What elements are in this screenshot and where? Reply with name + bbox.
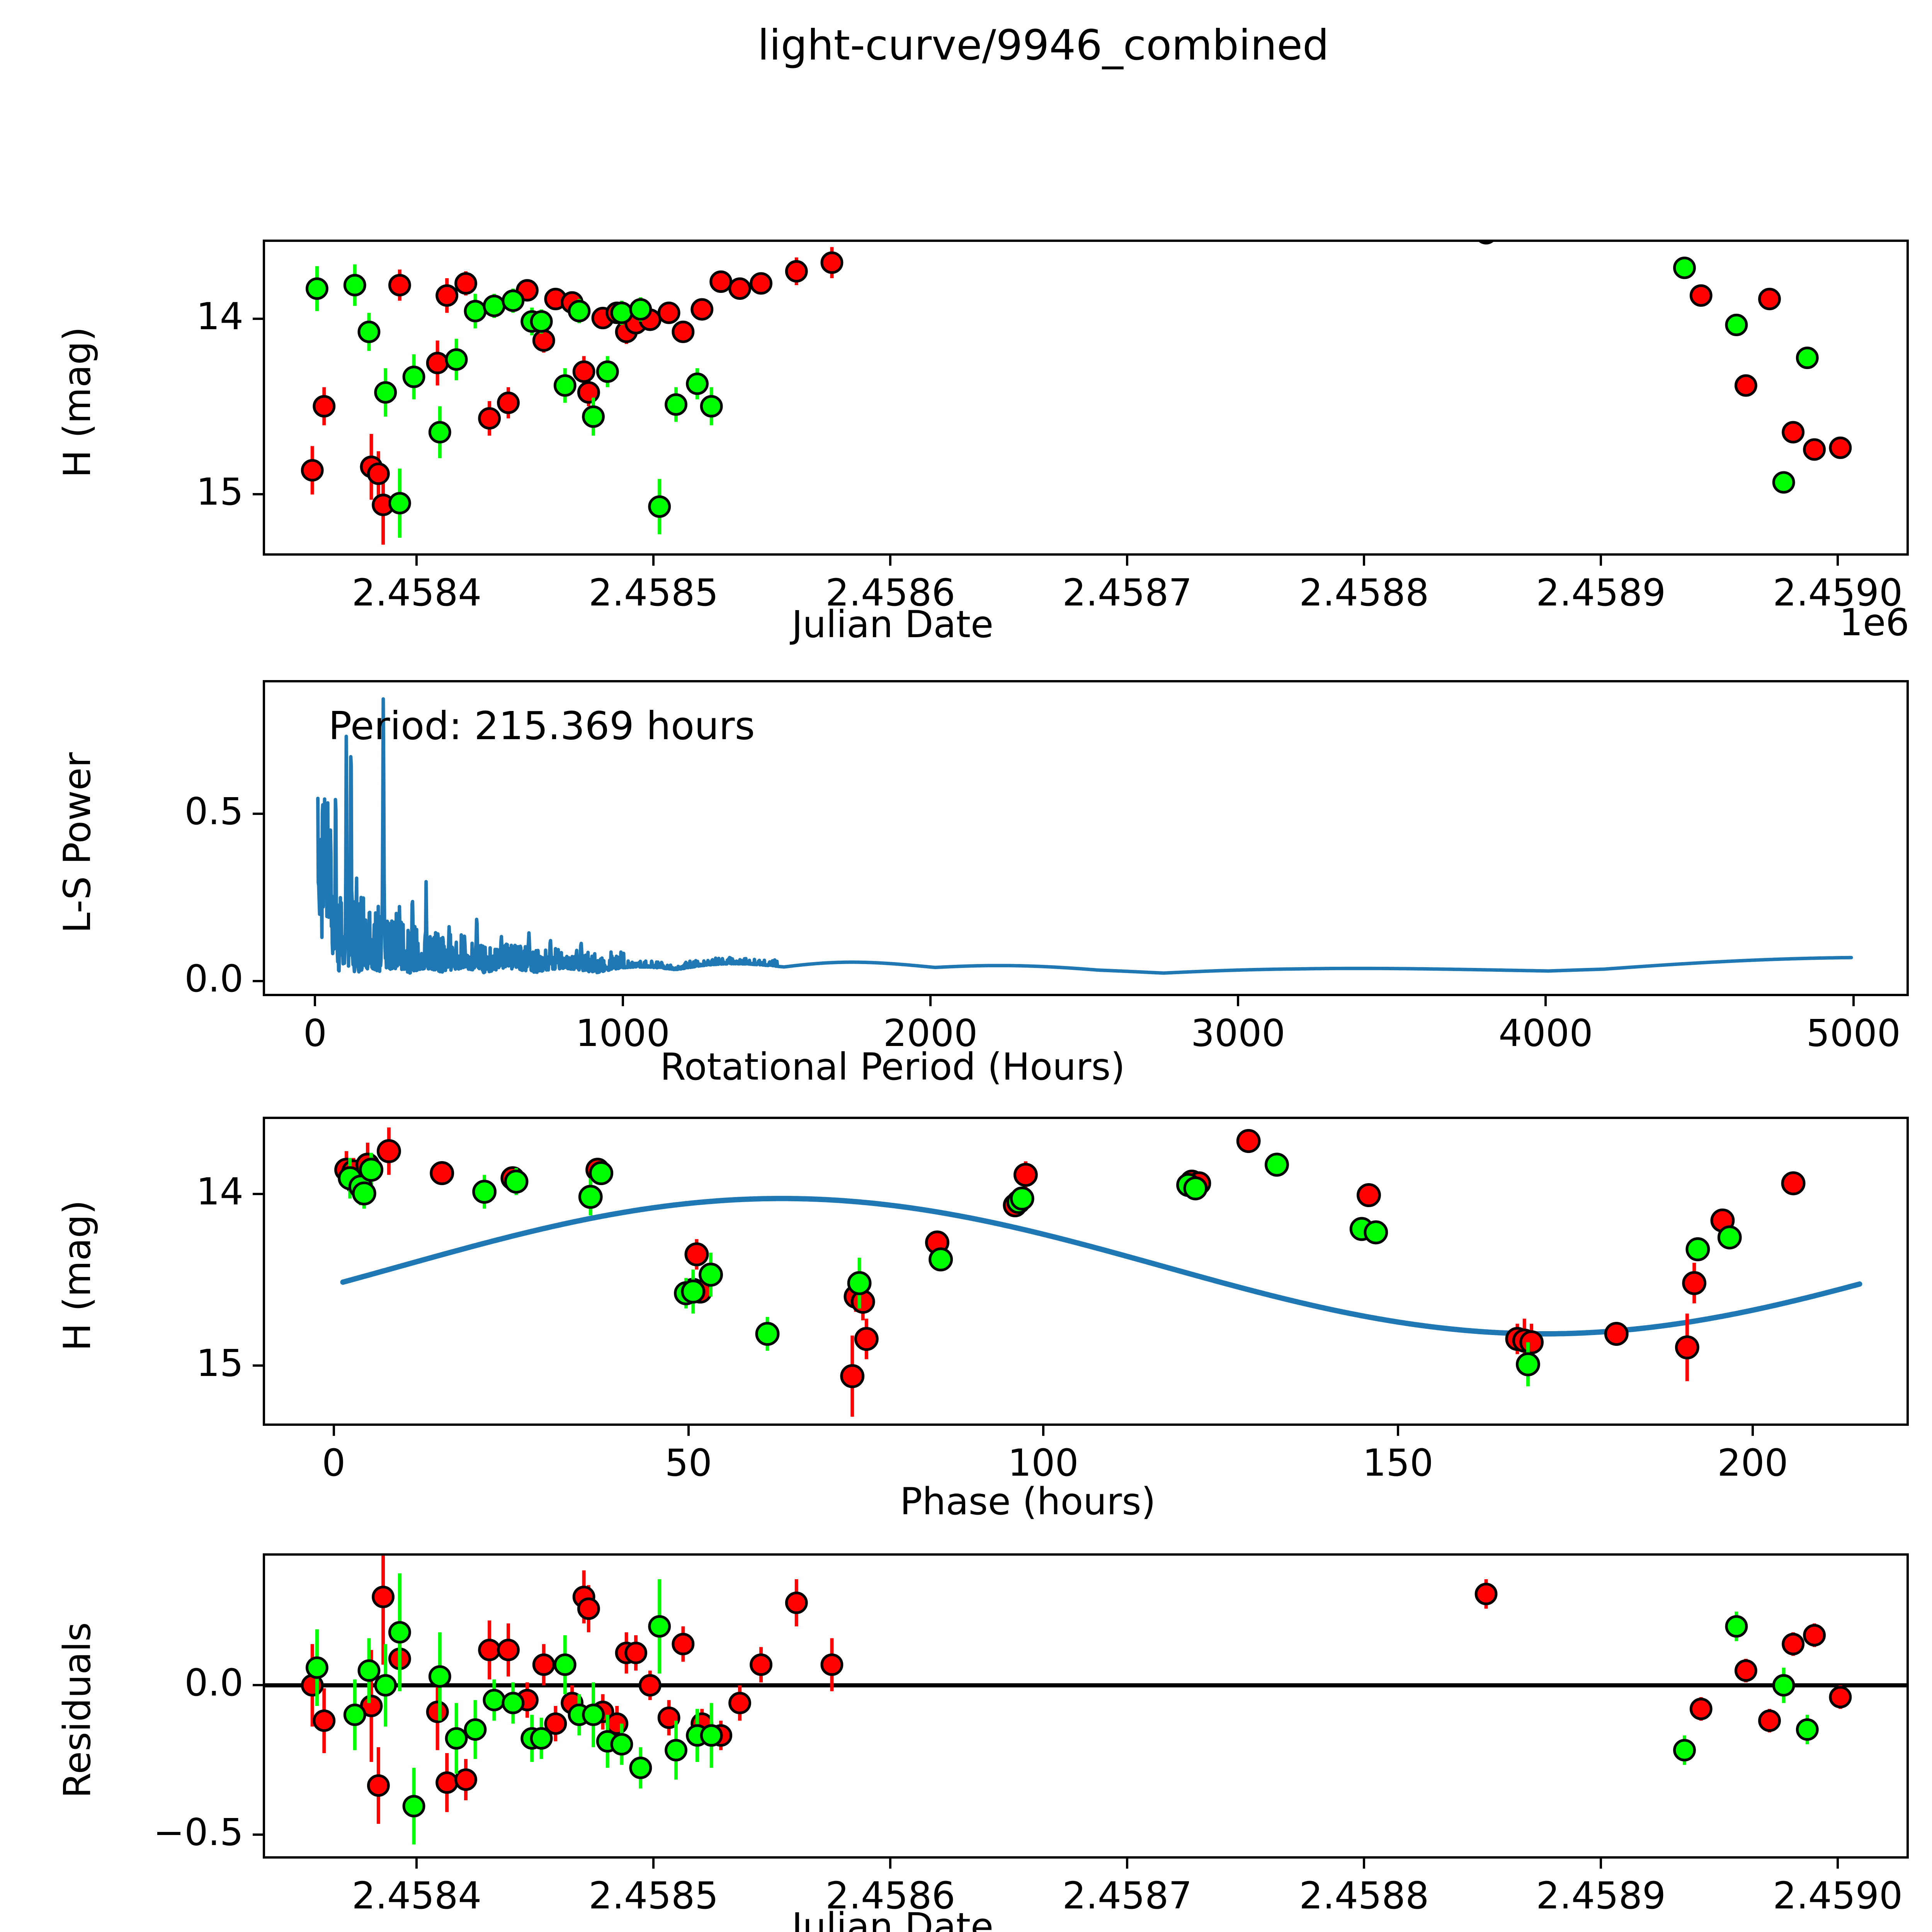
periodogram-xtick-label: 4000 [1498,1012,1593,1055]
residuals-xtick-mark [1363,1859,1366,1869]
phase-xtick-label: 150 [1362,1441,1434,1485]
periodogram-xtick-mark [1852,996,1855,1006]
residuals-xtick-label: 2.4584 [352,1874,482,1917]
residuals-ylabel: Residuals [56,1622,99,1798]
lightcurve-xtick-label: 2.4584 [352,571,482,614]
figure-title: light-curve/9946_combined [757,21,1329,70]
phase-xtick-mark [687,1426,690,1436]
phase-xtick-mark [1396,1426,1399,1436]
phase-ytick-mark [253,1364,263,1367]
lightcurve-xtick-label: 2.4588 [1299,571,1429,614]
lightcurve-xtick-mark [1600,556,1602,566]
periodogram-ytick-mark [253,813,263,815]
lightcurve-xtick-mark [1126,556,1129,566]
periodogram-xtick-label: 5000 [1806,1012,1901,1055]
residuals-ytick-mark [253,1833,263,1836]
periodogram-xlabel: Rotational Period (Hours) [660,1045,1125,1088]
phase-xtick-label: 0 [322,1441,346,1485]
phase-xtick-mark [332,1426,335,1436]
lightcurve-ytick-mark [253,493,263,495]
phase-xtick-label: 200 [1717,1441,1788,1485]
period-annotation: Period: 215.369 hours [328,703,755,748]
residuals-ytick-mark [253,1684,263,1686]
lightcurve-ytick-label: 15 [196,470,243,514]
residuals-ytick-label: 0.0 [184,1661,243,1704]
lightcurve-xtick-mark [1363,556,1366,566]
residuals-xtick-mark [1837,1859,1839,1869]
lightcurve-xtick-label: 2.4589 [1536,571,1666,614]
residuals-ytick-label: −0.5 [153,1811,243,1854]
periodogram-ylabel: L-S Power [56,752,99,934]
phase-xtick-mark [1042,1426,1044,1436]
phase-ytick-label: 14 [196,1170,243,1213]
phase-xlabel: Phase (hours) [900,1480,1156,1523]
phase-ytick-label: 15 [196,1342,243,1385]
lightcurve-xtick-mark [889,556,892,566]
lightcurve-ytick-mark [253,317,263,320]
phase-xtick-mark [1752,1426,1754,1436]
phase-xtick-label: 100 [1008,1441,1079,1485]
periodogram-xtick-label: 0 [303,1012,327,1055]
lightcurve-xtick-label: 2.4587 [1062,571,1192,614]
light-curve-x-offset-text: 1e6 [1839,601,1910,644]
phase-folded-plot-area [334,1127,1862,1417]
lightcurve-xtick-mark [652,556,655,566]
lightcurve-xtick-label: 2.4590 [1773,571,1903,614]
light-curve-plot-area [301,242,1852,545]
residuals-xtick-mark [889,1859,892,1869]
phase-xtick-label: 50 [665,1441,712,1485]
residuals-xtick-mark [1600,1859,1602,1869]
lightcurve-xtick-label: 2.4586 [825,571,956,614]
residuals-xtick-mark [415,1859,418,1869]
residuals-xtick-mark [652,1859,655,1869]
periodogram-ytick-label: 0.0 [184,957,243,1001]
periodogram-xtick-label: 1000 [575,1012,670,1055]
residuals-xtick-label: 2.4587 [1062,1874,1192,1917]
periodogram-xtick-mark [929,996,932,1006]
periodogram-xtick-mark [621,996,624,1006]
periodogram-ytick-label: 0.5 [184,790,243,833]
lightcurve-xtick-mark [415,556,418,566]
residuals-plot-area [265,1556,1906,1845]
periodogram-xtick-mark [314,996,316,1006]
periodogram-xtick-label: 3000 [1190,1012,1286,1055]
periodogram-plot-area [316,697,1853,975]
residuals-xtick-label: 2.4586 [825,1874,956,1917]
light-curve-xlabel: Julian Date [791,603,994,646]
phase-ytick-mark [253,1193,263,1195]
residuals-panel [263,1553,1909,1859]
periodogram-panel [263,680,1909,996]
periodogram-xtick-mark [1237,996,1240,1006]
residuals-xtick-label: 2.4585 [588,1874,719,1917]
residuals-xtick-label: 2.4588 [1299,1874,1429,1917]
periodogram-ytick-mark [253,980,263,983]
lightcurve-xtick-mark [1837,556,1839,566]
residuals-xtick-mark [1126,1859,1129,1869]
residuals-xtick-label: 2.4590 [1773,1874,1903,1917]
phase-folded-panel [263,1117,1909,1426]
residuals-xtick-label: 2.4589 [1536,1874,1666,1917]
light-curve-panel [263,240,1909,556]
lightcurve-xtick-label: 2.4585 [588,571,719,614]
lightcurve-ytick-label: 14 [196,294,243,338]
periodogram-xtick-mark [1544,996,1547,1006]
periodogram-xtick-label: 2000 [883,1012,978,1055]
residuals-xlabel: Julian Date [791,1905,994,1932]
